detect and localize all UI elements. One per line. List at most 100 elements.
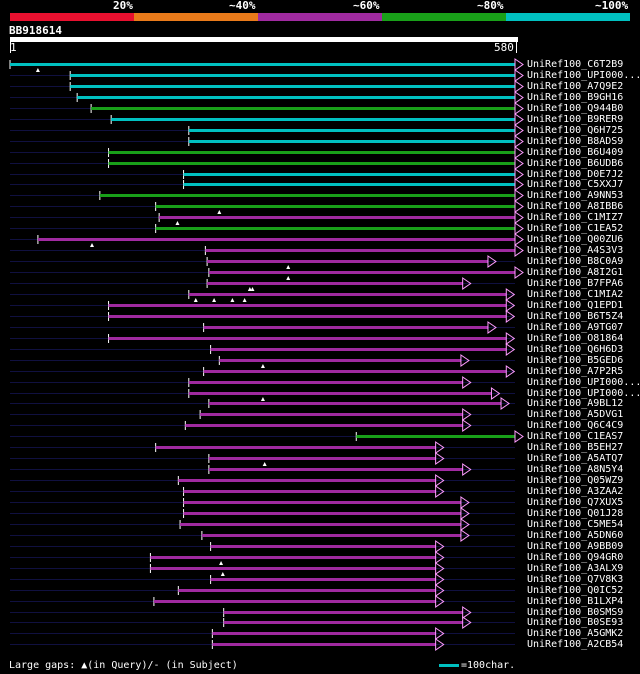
hit-label[interactable]: UniRef100_O81864 bbox=[527, 333, 624, 344]
hit-alignment-bar bbox=[223, 621, 463, 624]
hit-label[interactable]: UniRef100_Q01J28 bbox=[527, 508, 624, 519]
query-gap-marker bbox=[193, 298, 198, 302]
hit-label[interactable]: UniRef100_B8C0A9 bbox=[527, 256, 624, 267]
hit-alignment-bar bbox=[91, 107, 516, 110]
hit-label[interactable]: UniRef100_A5DN60 bbox=[527, 530, 624, 541]
hit-label[interactable]: UniRef100_Q7XUX5 bbox=[527, 497, 624, 508]
hit-alignment-bar bbox=[108, 304, 507, 307]
hit-label[interactable]: UniRef100_Q6H6D3 bbox=[527, 344, 624, 355]
hit-alignment-bar bbox=[77, 96, 515, 99]
hit-label[interactable]: UniRef100_UPI000... bbox=[527, 377, 640, 388]
hit-label[interactable]: UniRef100_A5GMK2 bbox=[527, 628, 624, 639]
hit-label[interactable]: UniRef100_B8ADS9 bbox=[527, 136, 624, 147]
hit-label[interactable]: UniRef100_B9RER9 bbox=[527, 114, 624, 125]
hit-label[interactable]: UniRef100_D0E7J2 bbox=[527, 169, 624, 180]
hit-label[interactable]: UniRef100_Q6C4C9 bbox=[527, 420, 624, 431]
hit-row bbox=[10, 529, 515, 542]
query-gap-marker bbox=[220, 572, 225, 576]
hit-end-arrow bbox=[514, 178, 524, 191]
hit-row bbox=[10, 387, 515, 401]
hit-row bbox=[10, 343, 516, 356]
hit-label[interactable]: UniRef100_A3ZAA2 bbox=[527, 486, 624, 497]
hit-end-arrow bbox=[462, 606, 472, 619]
hit-label[interactable]: UniRef100_UPI000... bbox=[527, 70, 640, 81]
hit-end-arrow bbox=[505, 288, 516, 301]
hit-label[interactable]: UniRef100_B0SE93 bbox=[527, 617, 624, 628]
hit-label[interactable]: UniRef100_B5GED6 bbox=[527, 355, 624, 366]
hit-label[interactable]: UniRef100_A5DVG1 bbox=[527, 409, 624, 420]
hit-label[interactable]: UniRef100_Q94GR0 bbox=[527, 552, 624, 563]
hit-alignment-bar bbox=[183, 183, 515, 186]
hit-label[interactable]: UniRef100_C1EA52 bbox=[527, 223, 624, 234]
hit-label[interactable]: UniRef100_B6T5Z4 bbox=[527, 311, 624, 322]
hit-label[interactable]: UniRef100_A8IBB6 bbox=[527, 201, 624, 212]
hit-label[interactable]: UniRef100_B1LXP4 bbox=[527, 596, 624, 607]
hit-label[interactable]: UniRef100_B7FPA6 bbox=[527, 278, 624, 289]
hit-alignment-bar bbox=[37, 238, 516, 241]
hit-row bbox=[10, 211, 524, 225]
hit-row bbox=[10, 146, 524, 159]
hit-label[interactable]: UniRef100_A2CB54 bbox=[527, 639, 624, 650]
hit-alignment-bar bbox=[150, 556, 436, 559]
large-gaps-legend: Large gaps: ▲(in Query)/- (in Subject) bbox=[9, 660, 238, 671]
hit-label[interactable]: UniRef100_A7Q9E2 bbox=[527, 81, 624, 92]
hit-label[interactable]: UniRef100_A5ATQ7 bbox=[527, 453, 624, 464]
hit-row bbox=[10, 233, 524, 247]
hit-row bbox=[10, 91, 524, 104]
hit-label[interactable]: UniRef100_B6UDB6 bbox=[527, 158, 624, 169]
hit-row bbox=[10, 452, 515, 466]
hit-label[interactable]: UniRef100_Q6H725 bbox=[527, 125, 624, 136]
hit-label[interactable]: UniRef100_B0SMS9 bbox=[527, 607, 624, 618]
hit-label[interactable]: UniRef100_UPI000... bbox=[527, 388, 640, 399]
hit-end-arrow bbox=[514, 146, 524, 159]
hit-end-arrow bbox=[514, 222, 524, 235]
hit-end-arrow bbox=[514, 211, 524, 224]
hit-end-arrow bbox=[505, 299, 516, 312]
hit-label[interactable]: UniRef100_B9GH16 bbox=[527, 92, 624, 103]
hit-label[interactable]: UniRef100_A8N5Y4 bbox=[527, 464, 624, 475]
hit-label[interactable]: UniRef100_A9TG07 bbox=[527, 322, 624, 333]
hit-alignment-bar bbox=[188, 293, 507, 296]
hit-row bbox=[10, 408, 515, 421]
hit-label[interactable]: UniRef100_A9BB09 bbox=[527, 541, 624, 552]
hit-label[interactable]: UniRef100_Q7V8K3 bbox=[527, 574, 624, 585]
hit-label[interactable]: UniRef100_C1MIZ7 bbox=[527, 212, 624, 223]
hit-label[interactable]: UniRef100_Q05WZ9 bbox=[527, 475, 624, 486]
hit-label[interactable]: UniRef100_Q0IC52 bbox=[527, 585, 624, 596]
hit-end-arrow bbox=[462, 616, 472, 629]
hit-label[interactable]: UniRef100_A3ALX9 bbox=[527, 563, 624, 574]
hit-label[interactable]: UniRef100_A8I2G1 bbox=[527, 267, 624, 278]
hit-label[interactable]: UniRef100_Q00ZU6 bbox=[527, 234, 624, 245]
hit-row bbox=[10, 441, 515, 454]
hit-label[interactable]: UniRef100_C1EAS7 bbox=[527, 431, 624, 442]
query-gap-marker bbox=[286, 276, 291, 280]
hit-end-arrow bbox=[462, 419, 472, 432]
hit-end-arrow bbox=[514, 233, 524, 246]
hit-row bbox=[10, 507, 515, 520]
query-gap-marker bbox=[89, 243, 94, 247]
hit-label[interactable]: UniRef100_C6T2B9 bbox=[527, 59, 624, 70]
hit-label[interactable]: UniRef100_A7P2R5 bbox=[527, 366, 624, 377]
hit-row bbox=[10, 135, 524, 148]
hit-label[interactable]: UniRef100_B6U409 bbox=[527, 147, 624, 158]
hit-end-arrow bbox=[460, 529, 470, 542]
hit-row bbox=[10, 332, 516, 345]
hit-label[interactable]: UniRef100_C5XXJ7 bbox=[527, 179, 624, 190]
hit-label[interactable]: UniRef100_A4S3V3 bbox=[527, 245, 624, 256]
hit-label[interactable]: UniRef100_A9NN53 bbox=[527, 190, 624, 201]
hit-end-arrow bbox=[505, 310, 516, 323]
hit-label[interactable]: UniRef100_B5EH27 bbox=[527, 442, 624, 453]
hit-label[interactable]: UniRef100_A9BL12 bbox=[527, 398, 624, 409]
hit-label[interactable]: UniRef100_C5ME54 bbox=[527, 519, 624, 530]
hit-label[interactable]: UniRef100_C1MIA2 bbox=[527, 289, 624, 300]
hit-alignment-bar bbox=[200, 413, 463, 416]
scale-bar-label: =100char. bbox=[461, 660, 516, 671]
hit-alignment-bar bbox=[205, 249, 515, 252]
hit-label[interactable]: UniRef100_Q1EPD1 bbox=[527, 300, 624, 311]
hit-row bbox=[10, 474, 515, 487]
hit-label[interactable]: UniRef100_Q944B0 bbox=[527, 103, 624, 114]
legend-band-red bbox=[10, 13, 134, 21]
hit-row bbox=[10, 606, 515, 619]
hit-row bbox=[10, 200, 524, 214]
